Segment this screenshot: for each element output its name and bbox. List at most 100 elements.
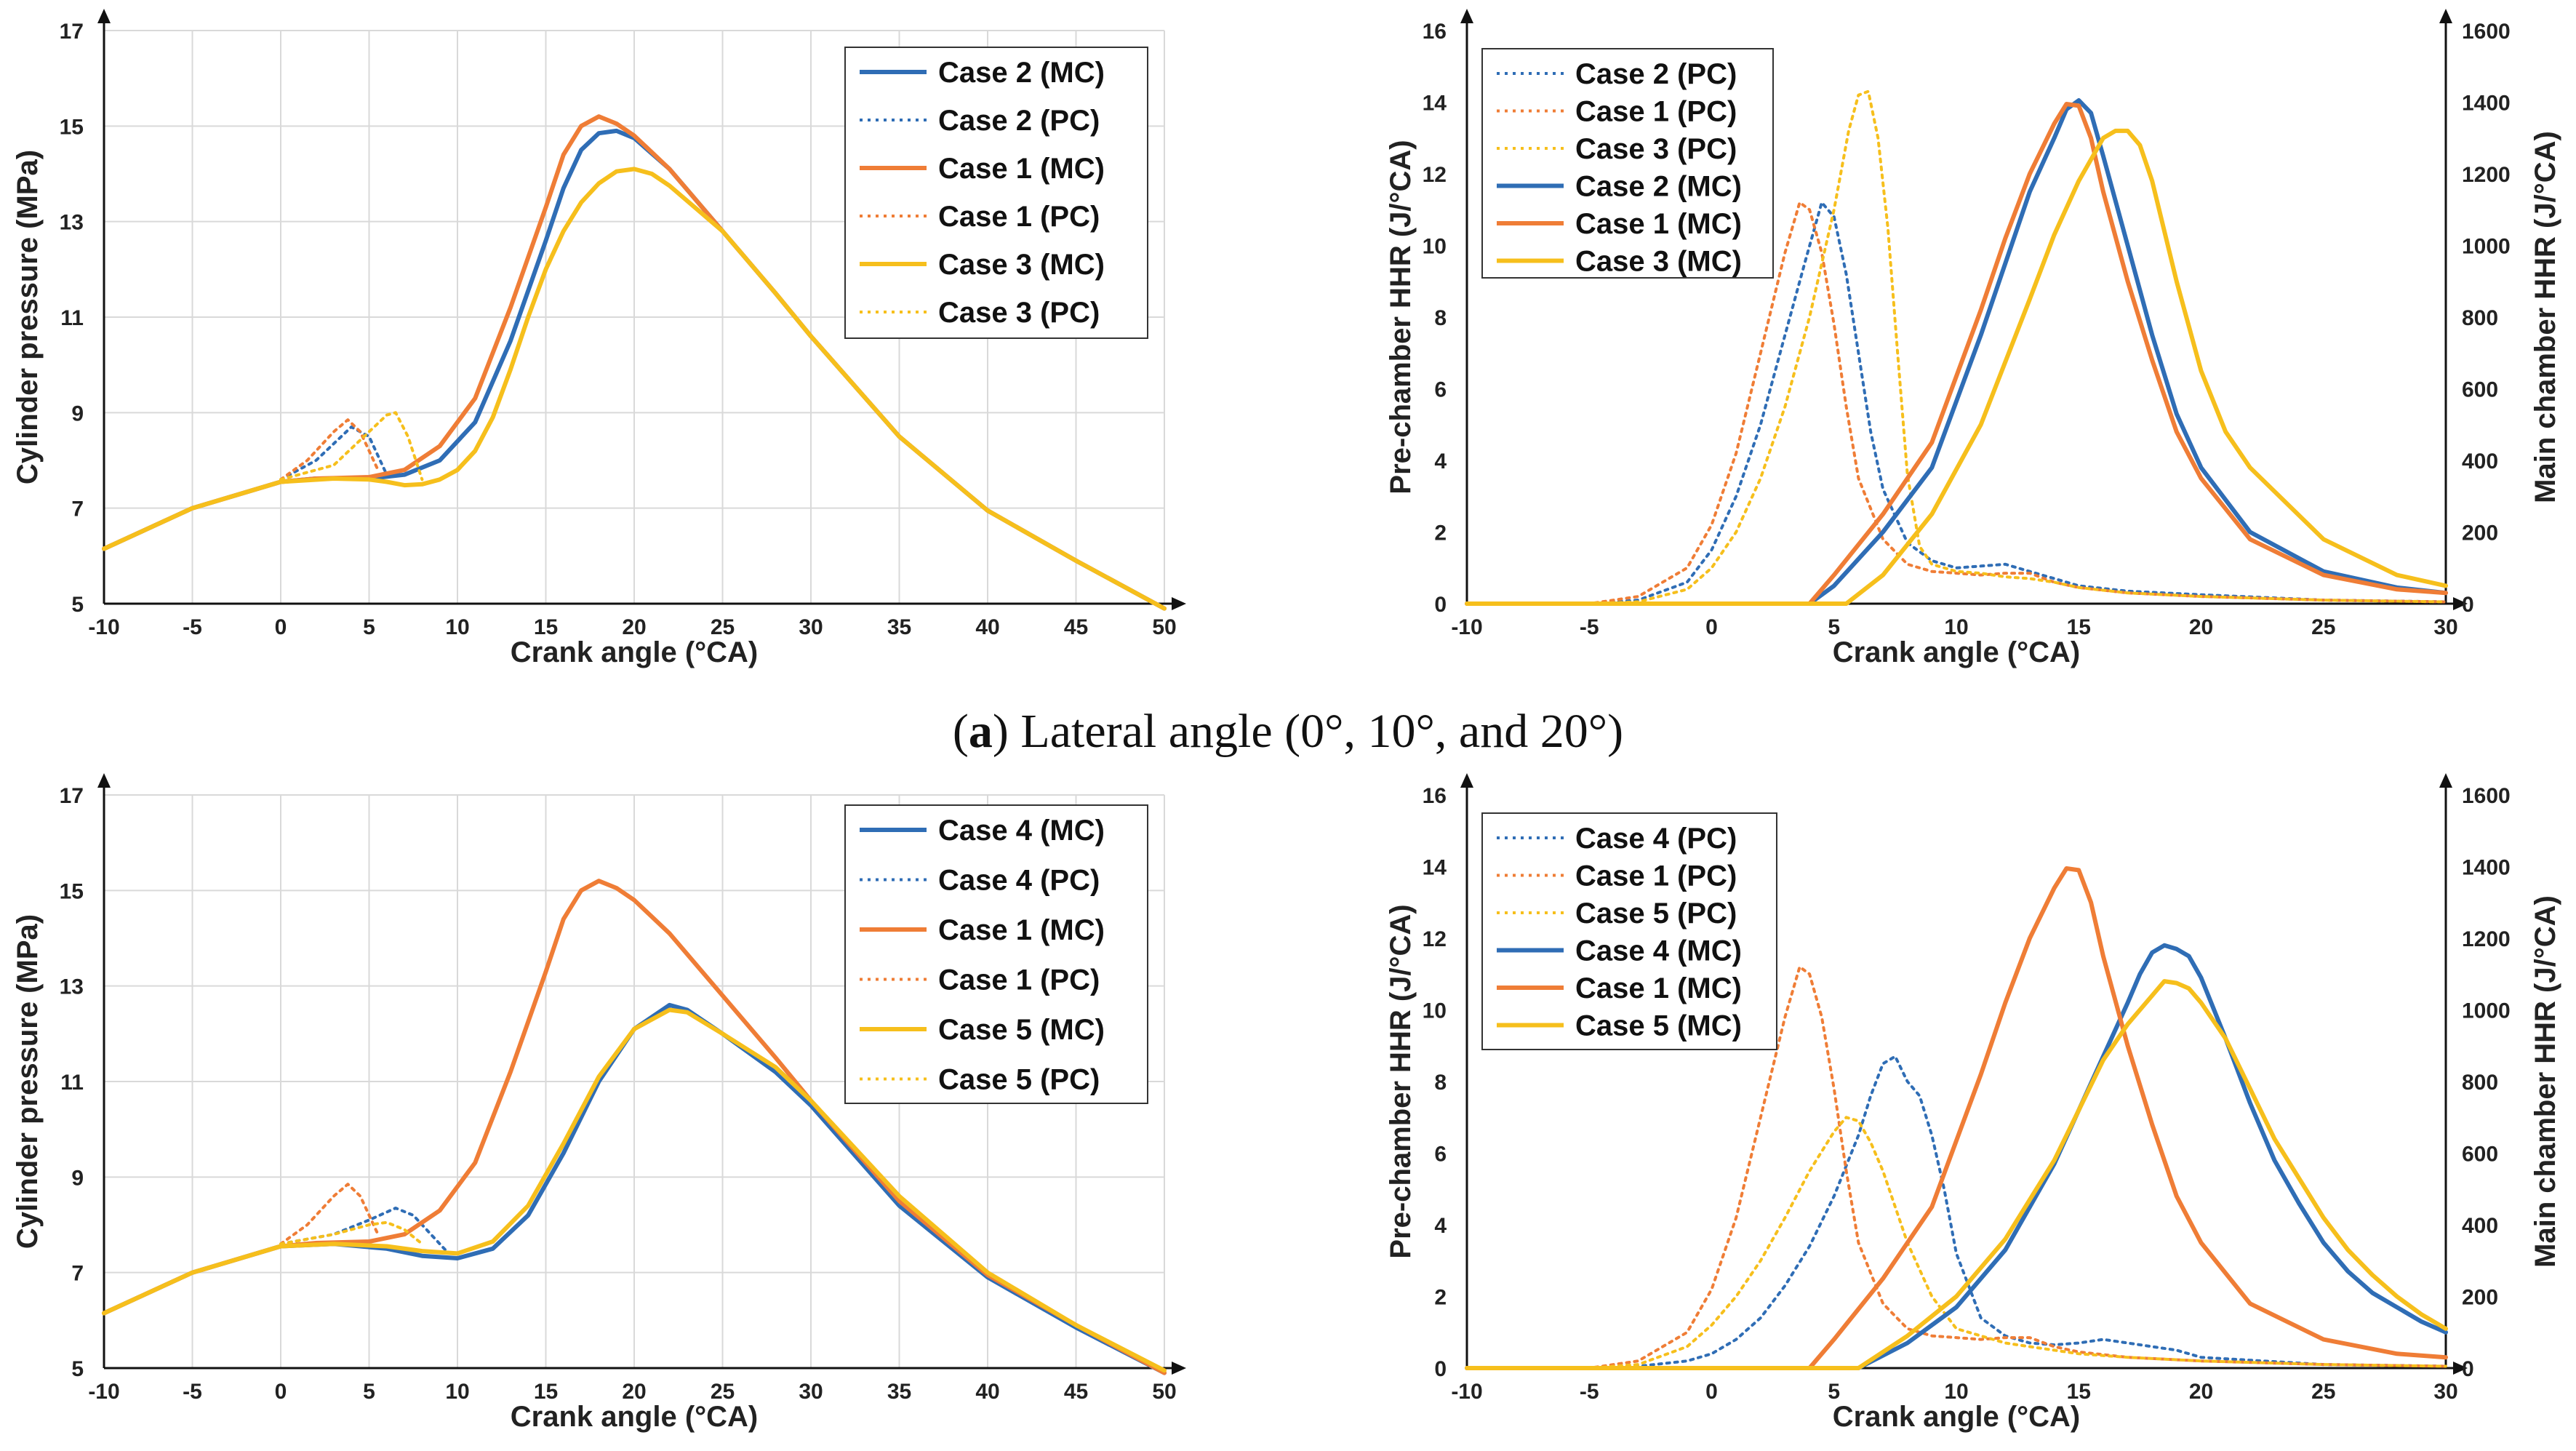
series-line bbox=[1465, 1116, 2447, 1370]
y-tick-label: 15 bbox=[60, 879, 84, 903]
legend-label: Case 1 (PC) bbox=[938, 964, 1100, 996]
x-tick-label: -5 bbox=[183, 1380, 202, 1404]
legend-label: Case 5 (PC) bbox=[1575, 898, 1737, 930]
x-tick-label: 20 bbox=[622, 615, 646, 639]
x-tick-label: -10 bbox=[1451, 1380, 1482, 1404]
legend-label: Case 1 (MC) bbox=[1575, 208, 1742, 240]
x-tick-label: 25 bbox=[2311, 1380, 2335, 1404]
series-line bbox=[1465, 98, 2448, 606]
legend-label: Case 4 (MC) bbox=[938, 815, 1105, 847]
y-tick-label: 0 bbox=[1434, 593, 1447, 617]
y2-tick-label: 1400 bbox=[2462, 92, 2511, 116]
x-tick-label: 5 bbox=[363, 1380, 375, 1404]
y2-tick-label: 1600 bbox=[2462, 20, 2511, 44]
x-tick-label: 15 bbox=[2067, 615, 2091, 639]
legend-label: Case 2 (PC) bbox=[938, 105, 1100, 137]
series-line bbox=[1465, 201, 2447, 605]
legend-box bbox=[844, 804, 1148, 1104]
legend-label: Case 1 (PC) bbox=[1575, 860, 1737, 892]
legend-label: Case 1 (PC) bbox=[1575, 96, 1737, 128]
x-tick-label: 30 bbox=[799, 1380, 823, 1404]
y2-tick-label: 400 bbox=[2462, 449, 2498, 473]
x-tick-label: -5 bbox=[1580, 1380, 1599, 1404]
x-axis-arrow bbox=[1172, 1362, 1186, 1375]
y-tick-label: 17 bbox=[60, 20, 84, 44]
x-axis-arrow bbox=[2453, 597, 2468, 610]
x-tick-label: 0 bbox=[275, 615, 287, 639]
series-line bbox=[102, 167, 1167, 611]
x-axis-arrow bbox=[2453, 1362, 2468, 1375]
y-tick-label: 17 bbox=[60, 784, 84, 808]
y-tick-label: 6 bbox=[1434, 378, 1447, 402]
y-tick-label: 14 bbox=[1423, 92, 1447, 116]
x-tick-label: 10 bbox=[1944, 615, 1968, 639]
y-axis-title: Cylinder pressure (MPa) bbox=[12, 150, 44, 484]
y-axis-title: Cylinder pressure (MPa) bbox=[12, 914, 44, 1249]
series-line bbox=[1465, 965, 2447, 1370]
y-tick-label: 11 bbox=[60, 306, 84, 330]
x-tick-label: 25 bbox=[711, 1380, 735, 1404]
legend-label: Case 5 (MC) bbox=[938, 1014, 1105, 1046]
legend-label: Case 1 (MC) bbox=[938, 153, 1105, 185]
series-line bbox=[279, 425, 388, 481]
x-tick-label: -10 bbox=[88, 1380, 119, 1404]
y-tick-label: 9 bbox=[71, 401, 84, 425]
y-tick-label: 4 bbox=[1434, 1214, 1447, 1238]
y-tick-label: 5 bbox=[71, 593, 84, 617]
y-axis-arrow bbox=[1460, 773, 1473, 788]
y-tick-label: 8 bbox=[1434, 306, 1447, 330]
y2-axis-arrow bbox=[2439, 9, 2452, 23]
y-tick-label: 6 bbox=[1434, 1143, 1447, 1167]
y-tick-label: 10 bbox=[1423, 235, 1447, 259]
x-axis-title: Crank angle (°CA) bbox=[1833, 1401, 2081, 1433]
caption-a-text: Lateral angle (0°, 10°, and 20°) bbox=[1020, 705, 1624, 758]
y-tick-label: 15 bbox=[60, 115, 84, 139]
legend-label: Case 1 (MC) bbox=[938, 914, 1105, 946]
y2-tick-label: 0 bbox=[2462, 1357, 2474, 1381]
x-tick-label: -5 bbox=[1580, 615, 1599, 639]
y2-tick-label: 1000 bbox=[2462, 999, 2511, 1023]
y-tick-label: 12 bbox=[1423, 927, 1447, 951]
chart-a-hhr: -10 -5 0 5 10 15 20 25 3002468101214160200400600… bbox=[1385, 9, 2561, 668]
series-line bbox=[1465, 943, 2448, 1370]
legend-label: Case 4 (PC) bbox=[938, 865, 1100, 897]
y2-axis-arrow bbox=[2439, 773, 2452, 788]
y-tick-label: 12 bbox=[1423, 163, 1447, 187]
legend-label: Case 4 (MC) bbox=[1575, 935, 1742, 967]
x-tick-label: 0 bbox=[1705, 1380, 1718, 1404]
x-tick-label: 5 bbox=[1828, 1380, 1840, 1404]
y2-tick-label: 0 bbox=[2462, 593, 2474, 617]
legend-label: Case 1 (PC) bbox=[938, 201, 1100, 233]
y-tick-label: 14 bbox=[1423, 856, 1447, 880]
y-axis-arrow bbox=[97, 773, 111, 788]
x-tick-label: 25 bbox=[2311, 615, 2335, 639]
x-tick-label: 15 bbox=[534, 615, 558, 639]
series-line bbox=[279, 411, 424, 481]
x-tick-label: 20 bbox=[2189, 1380, 2213, 1404]
x-tick-label: 0 bbox=[1705, 615, 1718, 639]
caption-a-letter: a bbox=[968, 705, 993, 758]
legend-label: Case 3 (MC) bbox=[1575, 246, 1742, 278]
legend-box bbox=[844, 47, 1148, 339]
chart-b-pressure: -10 -5 0 5 10 15 20 25 30 35 40 45 50 5 7 9 11 13 15 17 Cran… bbox=[12, 773, 1186, 1433]
y2-tick-label: 800 bbox=[2462, 306, 2498, 330]
series-line bbox=[279, 1207, 450, 1255]
y-tick-label: 2 bbox=[1434, 521, 1447, 545]
x-tick-label: 40 bbox=[975, 615, 999, 639]
legend-label: Case 4 (PC) bbox=[1575, 823, 1737, 855]
y2-tick-label: 1200 bbox=[2462, 927, 2511, 951]
series-line bbox=[1465, 102, 2448, 606]
y2-tick-label: 1400 bbox=[2462, 856, 2511, 880]
legend-label: Case 3 (PC) bbox=[938, 297, 1100, 329]
series-line bbox=[1465, 1055, 2447, 1370]
legend-label: Case 1 (MC) bbox=[1575, 972, 1742, 1004]
x-tick-label: 15 bbox=[2067, 1380, 2091, 1404]
legend-label: Case 5 (MC) bbox=[1575, 1010, 1742, 1042]
legend-label: Case 3 (PC) bbox=[1575, 133, 1737, 165]
legend-label: Case 5 (PC) bbox=[938, 1064, 1100, 1096]
x-tick-label: 45 bbox=[1064, 615, 1088, 639]
x-tick-label: 40 bbox=[975, 1380, 999, 1404]
caption-a: (a) Lateral angle (0°, 10°, and 20°) bbox=[952, 705, 1624, 758]
y-tick-label: 10 bbox=[1423, 999, 1447, 1023]
